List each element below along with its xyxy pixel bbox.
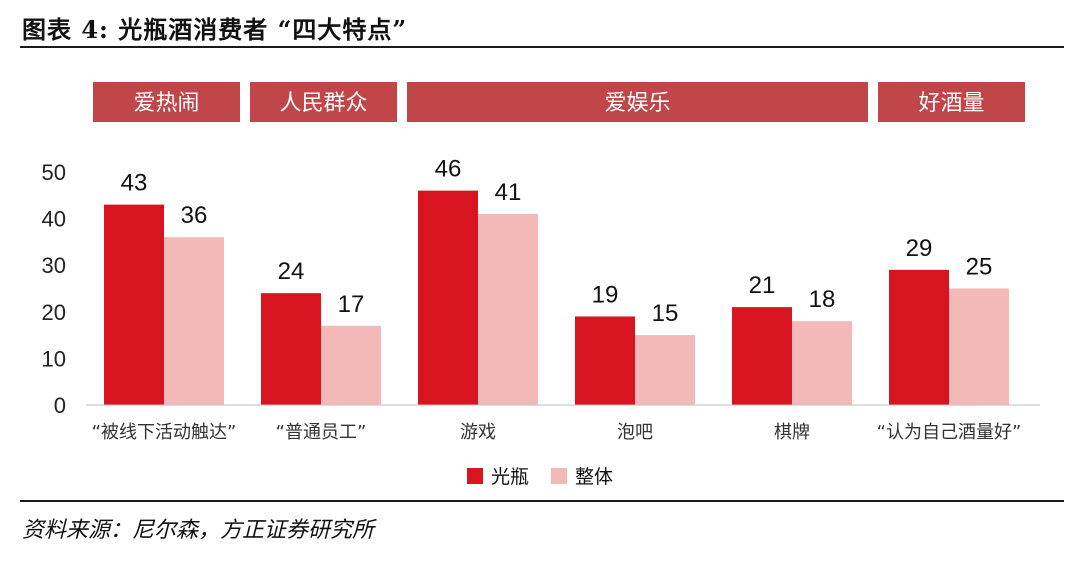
- data-label: 46: [435, 156, 462, 183]
- legend-label-secondary: 整体: [575, 466, 614, 488]
- data-label: 29: [906, 235, 933, 262]
- y-tick-label: 30: [42, 253, 66, 278]
- bar-chart: 爱热闹 人民群众 爱娱乐 好酒量 0 10 20 30 40 50 43 36 24 17 46 41 19…: [42, 82, 1040, 443]
- source-note: 资料来源：尼尔森，方正证券研究所: [22, 518, 375, 543]
- y-tick-label: 40: [42, 207, 66, 232]
- y-tick-label: 0: [54, 393, 66, 418]
- category-banner: [93, 82, 240, 122]
- x-axis: “被线下活动触达” “普通员工” 游戏 泡吧 棋牌 “认为自己酒量好”: [86, 404, 1040, 443]
- category-banner-label: 爱娱乐: [604, 91, 670, 116]
- category-banner: [407, 82, 868, 122]
- bar-primary: [261, 293, 321, 405]
- legend-item-secondary: 整体: [551, 462, 613, 489]
- footer-rule: [20, 500, 1064, 502]
- category-banner-label: 人民群众: [279, 91, 367, 116]
- category-banner: [250, 82, 397, 122]
- x-tick-label: 棋牌: [774, 422, 810, 443]
- bar-secondary: [635, 335, 695, 405]
- legend: 光瓶 整体: [0, 462, 1080, 489]
- bar-primary: [732, 307, 792, 405]
- data-label: 25: [966, 254, 993, 281]
- data-label: 36: [181, 202, 208, 229]
- data-label: 15: [652, 300, 679, 327]
- y-tick-label: 50: [42, 160, 66, 185]
- x-tick-label: 游戏: [460, 422, 496, 443]
- category-banner-label: 好酒量: [918, 91, 984, 116]
- legend-label-primary: 光瓶: [490, 466, 529, 488]
- y-axis: 0 10 20 30 40 50: [42, 160, 66, 418]
- data-labels: 43 36 24 17 46 41 19 15 21 18 29 25: [121, 156, 993, 327]
- data-label: 19: [592, 281, 619, 308]
- data-label: 21: [749, 272, 776, 299]
- data-label: 17: [338, 291, 365, 318]
- bar-secondary: [321, 325, 381, 405]
- data-label: 41: [495, 179, 522, 206]
- bar-primary: [418, 190, 478, 405]
- bar-primary: [889, 269, 949, 405]
- bar-primary: [104, 204, 164, 405]
- title-rule: [20, 46, 1064, 48]
- category-banners: 爱热闹 人民群众 爱娱乐 好酒量: [93, 82, 1025, 122]
- legend-swatch-primary: [466, 467, 483, 484]
- bar-secondary: [478, 213, 538, 405]
- page-title: 图表 4: 光瓶酒消费者 “四大特点”: [22, 15, 408, 44]
- category-banner: [878, 82, 1025, 122]
- data-label: 43: [121, 170, 148, 197]
- bars: [104, 190, 1009, 405]
- data-label: 24: [278, 258, 305, 285]
- category-banner-label: 爱热闹: [133, 91, 199, 116]
- legend-swatch-secondary: [551, 467, 567, 484]
- x-tick-label: “认为自己酒量好”: [877, 422, 1022, 443]
- data-label: 18: [809, 286, 836, 313]
- bar-secondary: [792, 321, 852, 405]
- x-tick-label: 泡吧: [617, 422, 653, 443]
- bar-secondary: [949, 288, 1009, 405]
- bar-primary: [575, 316, 635, 405]
- legend-item-primary: 光瓶: [466, 462, 529, 489]
- bar-secondary: [164, 237, 224, 405]
- x-tick-label: “普通员工”: [276, 422, 367, 443]
- y-tick-label: 20: [42, 300, 66, 325]
- y-tick-label: 10: [42, 346, 66, 371]
- x-tick-label: “被线下活动触达”: [92, 422, 237, 443]
